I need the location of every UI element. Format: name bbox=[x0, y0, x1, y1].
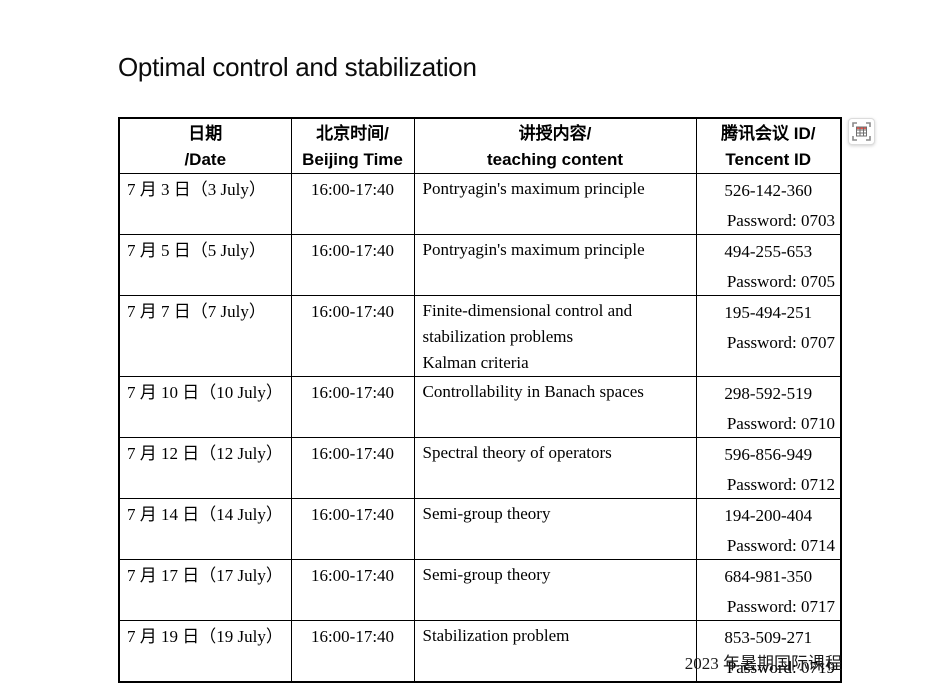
meeting-id: 298-592-519 bbox=[724, 384, 813, 403]
cell-date: 7 月 7 日（7 July） bbox=[118, 295, 292, 377]
cell-tencent-id: 596-856-949 Password: 0712 bbox=[695, 437, 842, 499]
meeting-password: Password: 0710 bbox=[726, 414, 835, 433]
meeting-id: 494-255-653 bbox=[724, 242, 813, 261]
meeting-id: 853-509-271 bbox=[724, 628, 813, 647]
meeting-id: 526-142-360 bbox=[724, 181, 813, 200]
cell-tencent-id: 853-509-271 Password: 0719 bbox=[695, 620, 842, 683]
cell-tencent-id: 194-200-404 Password: 0714 bbox=[695, 498, 842, 560]
schedule-table: 日期 /Date 北京时间/ Beijing Time 讲授内容/ teachi… bbox=[118, 117, 842, 683]
cell-content: Finite-dimensional control and stabiliza… bbox=[413, 295, 697, 377]
header-tencent-id-cn: 腾讯会议 ID/ bbox=[721, 124, 816, 143]
meeting-password: Password: 0705 bbox=[726, 272, 835, 291]
cell-date: 7 月 17 日（17 July） bbox=[118, 559, 292, 621]
cell-time: 16:00-17:40 bbox=[290, 498, 415, 560]
cell-content: Stabilization problem bbox=[413, 620, 697, 683]
header-time: 北京时间/ Beijing Time bbox=[290, 117, 415, 174]
page-title: Optimal control and stabilization bbox=[118, 52, 477, 82]
header-date-cn: 日期 bbox=[188, 124, 223, 143]
header-time-en: Beijing Time bbox=[302, 150, 403, 169]
table-row: 7 月 12 日（12 July） 16:00-17:40 Spectral t… bbox=[118, 437, 842, 499]
meeting-password: Password: 0703 bbox=[726, 211, 835, 230]
cell-date: 7 月 3 日（3 July） bbox=[118, 173, 292, 235]
cell-date: 7 月 5 日（5 July） bbox=[118, 234, 292, 296]
header-content-en: teaching content bbox=[486, 150, 623, 169]
header-content: 讲授内容/ teaching content bbox=[413, 117, 697, 174]
table-header-row: 日期 /Date 北京时间/ Beijing Time 讲授内容/ teachi… bbox=[118, 117, 842, 174]
meeting-id: 684-981-350 bbox=[724, 567, 813, 586]
table-row: 7 月 14 日（14 July） 16:00-17:40 Semi-group… bbox=[118, 498, 842, 560]
cell-time: 16:00-17:40 bbox=[290, 173, 415, 235]
meeting-id: 596-856-949 bbox=[724, 445, 813, 464]
header-tencent-id: 腾讯会议 ID/ Tencent ID bbox=[695, 117, 842, 174]
cell-content: Semi-group theory bbox=[413, 498, 697, 560]
header-time-cn: 北京时间/ bbox=[316, 124, 389, 143]
cell-date: 7 月 14 日（14 July） bbox=[118, 498, 292, 560]
cell-tencent-id: 298-592-519 Password: 0710 bbox=[695, 376, 842, 438]
cell-content: Spectral theory of operators bbox=[413, 437, 697, 499]
meeting-password: Password: 0717 bbox=[726, 597, 835, 616]
cell-content: Semi-group theory bbox=[413, 559, 697, 621]
table-row: 7 月 10 日（10 July） 16:00-17:40 Controllab… bbox=[118, 376, 842, 438]
cell-time: 16:00-17:40 bbox=[290, 234, 415, 296]
header-tencent-id-en: Tencent ID bbox=[725, 150, 812, 169]
cell-time: 16:00-17:40 bbox=[290, 559, 415, 621]
meeting-password: Password: 0707 bbox=[726, 333, 835, 352]
select-table-button[interactable] bbox=[848, 118, 875, 145]
cell-tencent-id: 195-494-251 Password: 0707 bbox=[695, 295, 842, 377]
cell-date: 7 月 19 日（19 July） bbox=[118, 620, 292, 683]
table-row: 7 月 17 日（17 July） 16:00-17:40 Semi-group… bbox=[118, 559, 842, 621]
cell-date: 7 月 10 日（10 July） bbox=[118, 376, 292, 438]
cell-tencent-id: 494-255-653 Password: 0705 bbox=[695, 234, 842, 296]
cell-date: 7 月 12 日（12 July） bbox=[118, 437, 292, 499]
cell-time: 16:00-17:40 bbox=[290, 295, 415, 377]
header-date-en: /Date bbox=[184, 150, 227, 169]
table-row: 7 月 19 日（19 July） 16:00-17:40 Stabilizat… bbox=[118, 620, 842, 683]
cell-content: Pontryagin's maximum principle bbox=[413, 234, 697, 296]
cell-time: 16:00-17:40 bbox=[290, 376, 415, 438]
page-footer: 2023 年暑期国际课程 bbox=[684, 654, 842, 673]
meeting-id: 195-494-251 bbox=[724, 303, 813, 322]
cell-tencent-id: 684-981-350 Password: 0717 bbox=[695, 559, 842, 621]
cell-content: Controllability in Banach spaces bbox=[413, 376, 697, 438]
table-row: 7 月 3 日（3 July） 16:00-17:40 Pontryagin's… bbox=[118, 173, 842, 235]
meeting-password: Password: 0712 bbox=[726, 475, 835, 494]
cell-time: 16:00-17:40 bbox=[290, 437, 415, 499]
header-date: 日期 /Date bbox=[118, 117, 292, 174]
header-content-cn: 讲授内容/ bbox=[518, 124, 592, 143]
table-select-icon bbox=[852, 122, 871, 141]
cell-tencent-id: 526-142-360 Password: 0703 bbox=[695, 173, 842, 235]
meeting-password: Password: 0714 bbox=[726, 536, 835, 555]
cell-time: 16:00-17:40 bbox=[290, 620, 415, 683]
meeting-id: 194-200-404 bbox=[724, 506, 813, 525]
cell-content: Pontryagin's maximum principle bbox=[413, 173, 697, 235]
table-row: 7 月 5 日（5 July） 16:00-17:40 Pontryagin's… bbox=[118, 234, 842, 296]
table-row: 7 月 7 日（7 July） 16:00-17:40 Finite-dimen… bbox=[118, 295, 842, 377]
meeting-password: Password: 0719 bbox=[726, 658, 835, 677]
